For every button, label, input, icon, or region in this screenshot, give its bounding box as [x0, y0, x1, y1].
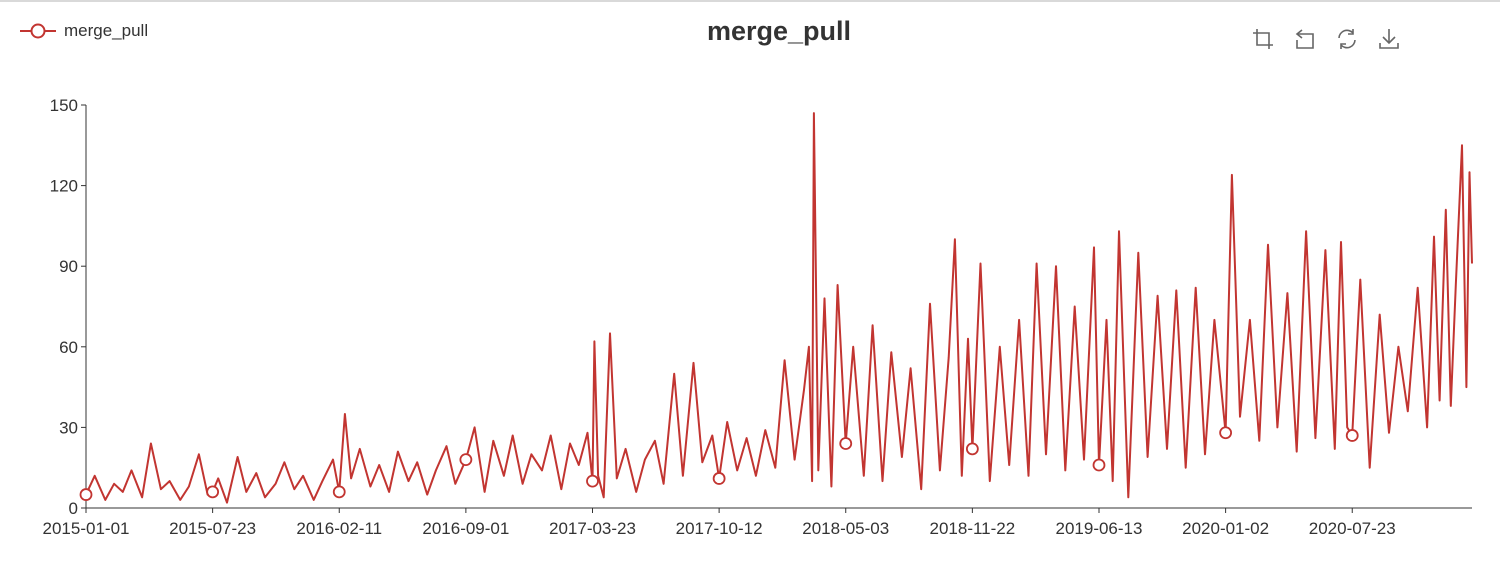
data-point-marker	[586, 474, 599, 488]
data-point-marker	[1092, 458, 1106, 472]
y-tick-label: 60	[59, 338, 78, 357]
y-tick-label: 30	[59, 418, 78, 437]
chart-title: merge_pull	[706, 16, 852, 46]
zoom-icon[interactable]	[1250, 26, 1276, 52]
data-point-marker	[206, 485, 220, 499]
data-point-marker	[712, 472, 726, 485]
x-tick-label: 2018-05-03	[802, 519, 889, 538]
x-tick-label: 2015-07-23	[169, 519, 256, 538]
x-tick-label: 2015-01-01	[43, 519, 130, 538]
data-point-marker	[459, 453, 473, 467]
x-tick-label: 2020-01-02	[1182, 519, 1269, 538]
data-point-marker	[1219, 426, 1233, 440]
download-icon[interactable]	[1376, 26, 1402, 52]
toolbox	[1250, 26, 1418, 52]
restore-icon[interactable]	[1334, 26, 1360, 52]
y-tick-label: 150	[50, 96, 78, 115]
y-tick-label: 90	[59, 257, 78, 276]
data-point-marker	[79, 488, 93, 501]
data-point-marker	[965, 442, 979, 456]
y-tick-label: 120	[50, 177, 78, 196]
x-tick-label: 2018-11-22	[930, 519, 1016, 538]
x-tick-label: 2017-03-23	[549, 519, 636, 538]
data-point-marker	[332, 485, 346, 499]
x-tick-label: 2019-06-13	[1056, 519, 1143, 538]
legend[interactable]: merge_pull	[18, 18, 148, 44]
series-line	[85, 112, 1473, 504]
x-tick-label: 2017-10-12	[676, 519, 763, 538]
data-point-marker	[839, 437, 853, 450]
legend-label: merge_pull	[64, 21, 149, 40]
top-border	[0, 0, 1500, 2]
x-tick-label: 2020-07-23	[1309, 519, 1396, 538]
data-point-marker	[1345, 429, 1359, 442]
x-tick-label: 2016-09-01	[422, 519, 509, 538]
zoom-reset-icon[interactable]	[1292, 26, 1318, 52]
x-tick-label: 2016-02-11	[296, 519, 382, 538]
legend-line-marker-icon	[20, 23, 56, 39]
y-tick-label: 0	[69, 499, 78, 518]
